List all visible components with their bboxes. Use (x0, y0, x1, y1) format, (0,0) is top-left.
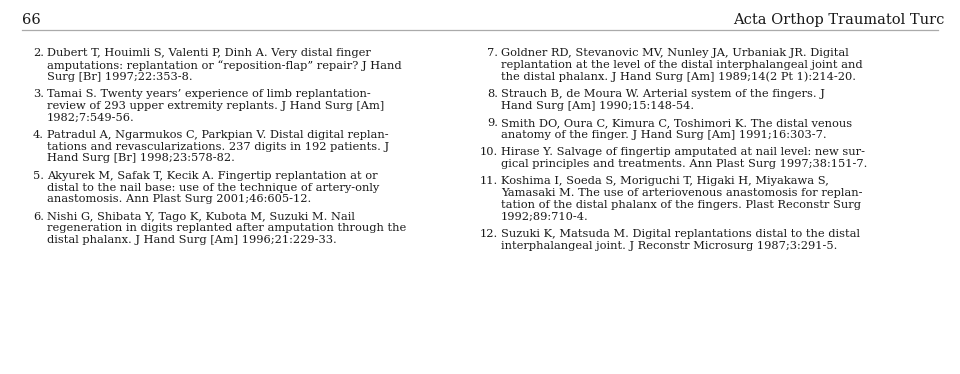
Text: review of 293 upper extremity replants. J Hand Surg [Am]: review of 293 upper extremity replants. … (47, 101, 384, 111)
Text: Hand Surg [Br] 1998;23:578-82.: Hand Surg [Br] 1998;23:578-82. (47, 153, 235, 163)
Text: regeneration in digits replanted after amputation through the: regeneration in digits replanted after a… (47, 223, 406, 233)
Text: 7.: 7. (487, 48, 498, 58)
Text: Yamasaki M. The use of arteriovenous anastomosis for replan-: Yamasaki M. The use of arteriovenous ana… (501, 188, 862, 198)
Text: 11.: 11. (480, 176, 498, 186)
Text: Patradul A, Ngarmukos C, Parkpian V. Distal digital replan-: Patradul A, Ngarmukos C, Parkpian V. Dis… (47, 130, 389, 140)
Text: replantation at the level of the distal interphalangeal joint and: replantation at the level of the distal … (501, 60, 863, 70)
Text: Smith DO, Oura C, Kimura C, Toshimori K. The distal venous: Smith DO, Oura C, Kimura C, Toshimori K.… (501, 118, 852, 128)
Text: tations and revascularizations. 237 digits in 192 patients. J: tations and revascularizations. 237 digi… (47, 142, 389, 151)
Text: 9.: 9. (487, 118, 498, 128)
Text: 66: 66 (22, 13, 40, 27)
Text: anatomy of the finger. J Hand Surg [Am] 1991;16:303-7.: anatomy of the finger. J Hand Surg [Am] … (501, 130, 827, 140)
Text: 3.: 3. (33, 89, 44, 99)
Text: Goldner RD, Stevanovic MV, Nunley JA, Urbaniak JR. Digital: Goldner RD, Stevanovic MV, Nunley JA, Ur… (501, 48, 849, 58)
Text: 5.: 5. (33, 171, 44, 181)
Text: Hirase Y. Salvage of fingertip amputated at nail level: new sur-: Hirase Y. Salvage of fingertip amputated… (501, 147, 865, 157)
Text: gical principles and treatments. Ann Plast Surg 1997;38:151-7.: gical principles and treatments. Ann Pla… (501, 159, 868, 169)
Text: 2.: 2. (33, 48, 44, 58)
Text: 1992;89:710-4.: 1992;89:710-4. (501, 212, 588, 222)
Text: Strauch B, de Moura W. Arterial system of the fingers. J: Strauch B, de Moura W. Arterial system o… (501, 89, 825, 99)
Text: Nishi G, Shibata Y, Tago K, Kubota M, Suzuki M. Nail: Nishi G, Shibata Y, Tago K, Kubota M, Su… (47, 212, 355, 222)
Text: amputations: replantation or “reposition-flap” repair? J Hand: amputations: replantation or “reposition… (47, 60, 401, 71)
Text: Suzuki K, Matsuda M. Digital replantations distal to the distal: Suzuki K, Matsuda M. Digital replantatio… (501, 229, 860, 239)
Text: distal to the nail base: use of the technique of artery-only: distal to the nail base: use of the tech… (47, 183, 379, 193)
Text: tation of the distal phalanx of the fingers. Plast Reconstr Surg: tation of the distal phalanx of the fing… (501, 200, 861, 210)
Text: 4.: 4. (33, 130, 44, 140)
Text: 6.: 6. (33, 212, 44, 222)
Text: distal phalanx. J Hand Surg [Am] 1996;21:229-33.: distal phalanx. J Hand Surg [Am] 1996;21… (47, 235, 337, 245)
Text: Acta Orthop Traumatol Turc: Acta Orthop Traumatol Turc (732, 13, 944, 27)
Text: 12.: 12. (480, 229, 498, 239)
Text: Koshima I, Soeda S, Moriguchi T, Higaki H, Miyakawa S,: Koshima I, Soeda S, Moriguchi T, Higaki … (501, 176, 828, 186)
Text: 1982;7:549-56.: 1982;7:549-56. (47, 113, 134, 123)
Text: Akyurek M, Safak T, Kecik A. Fingertip replantation at or: Akyurek M, Safak T, Kecik A. Fingertip r… (47, 171, 377, 181)
Text: Tamai S. Twenty years’ experience of limb replantation-: Tamai S. Twenty years’ experience of lim… (47, 89, 371, 99)
Text: the distal phalanx. J Hand Surg [Am] 1989;14(2 Pt 1):214-20.: the distal phalanx. J Hand Surg [Am] 198… (501, 71, 856, 82)
Text: Surg [Br] 1997;22:353-8.: Surg [Br] 1997;22:353-8. (47, 71, 193, 82)
Text: Hand Surg [Am] 1990;15:148-54.: Hand Surg [Am] 1990;15:148-54. (501, 101, 694, 111)
Text: 10.: 10. (480, 147, 498, 157)
Text: anastomosis. Ann Plast Surg 2001;46:605-12.: anastomosis. Ann Plast Surg 2001;46:605-… (47, 194, 311, 204)
Text: 8.: 8. (487, 89, 498, 99)
Text: interphalangeal joint. J Reconstr Microsurg 1987;3:291-5.: interphalangeal joint. J Reconstr Micros… (501, 241, 837, 251)
Text: Dubert T, Houimli S, Valenti P, Dinh A. Very distal finger: Dubert T, Houimli S, Valenti P, Dinh A. … (47, 48, 371, 58)
